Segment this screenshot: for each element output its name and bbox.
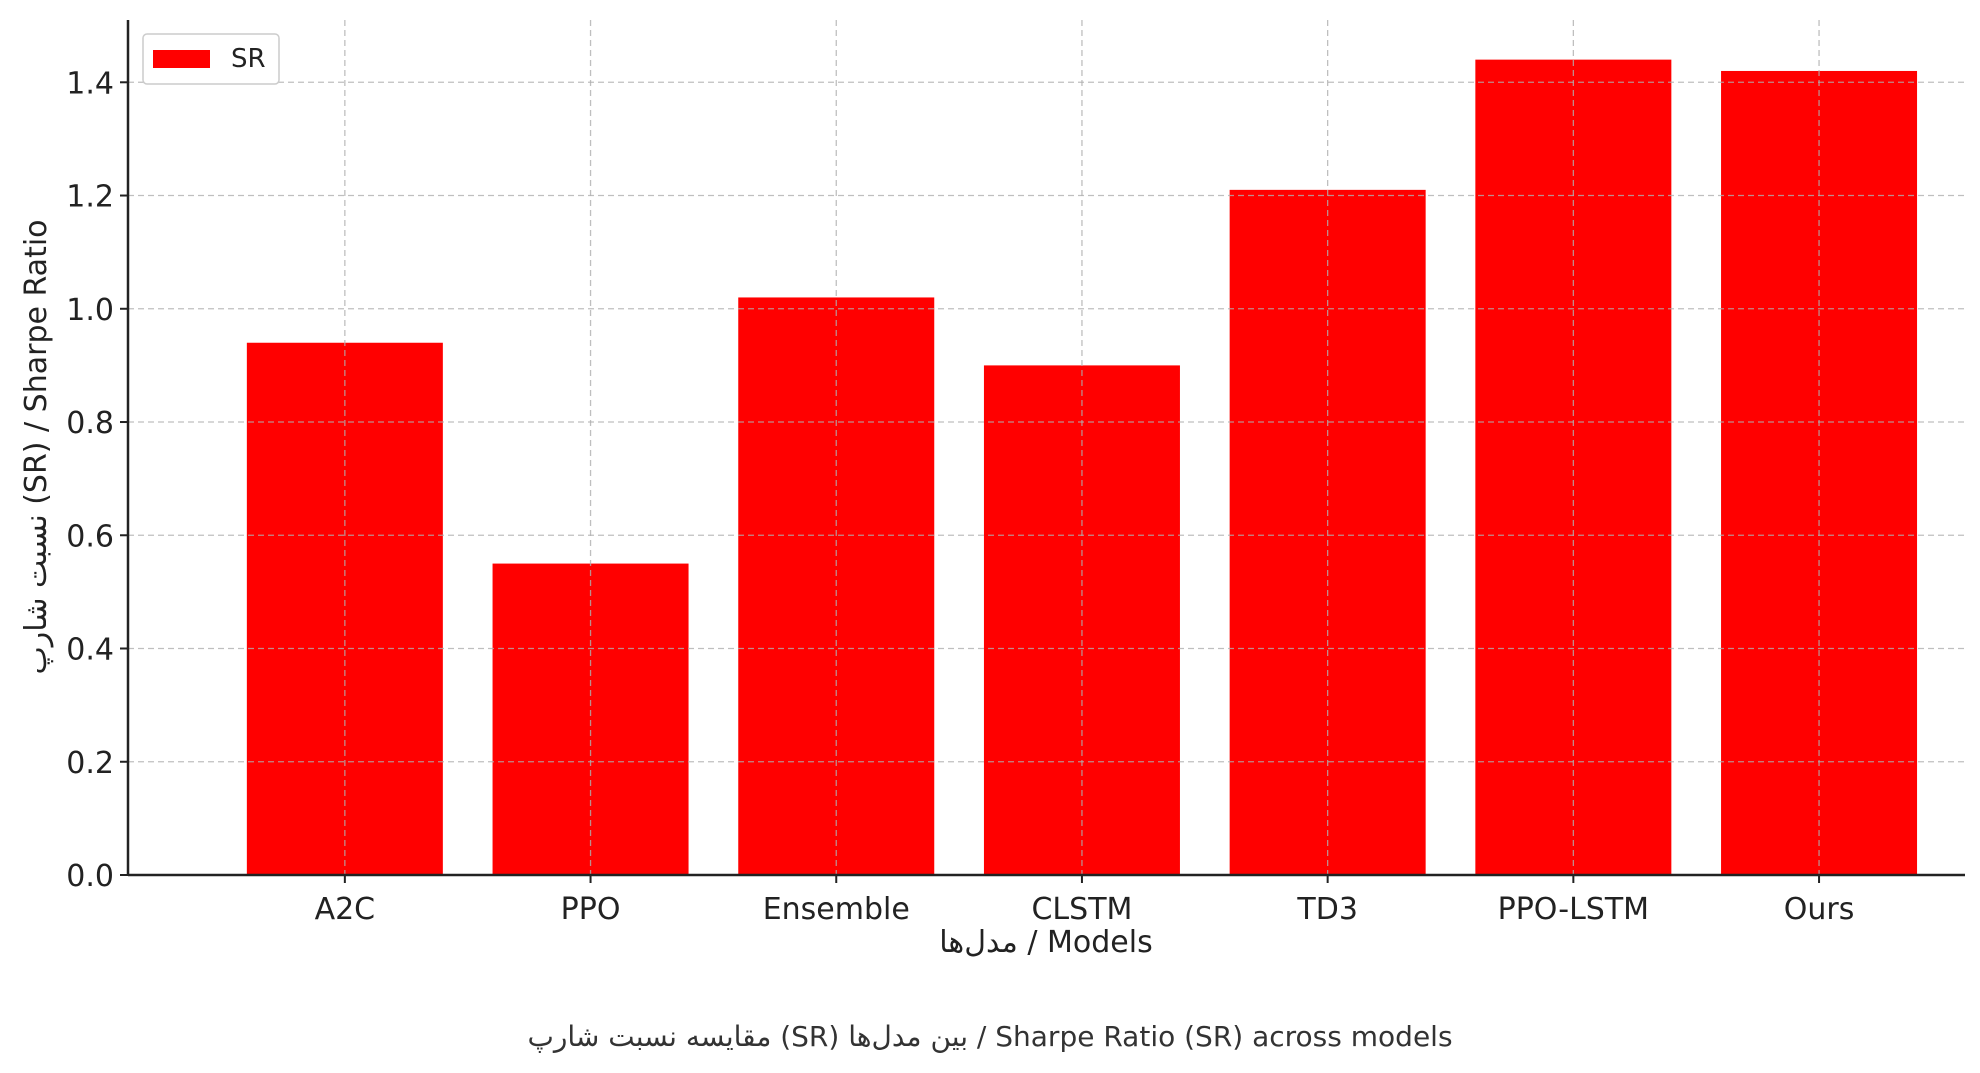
legend-swatch-sr xyxy=(153,50,210,68)
y-tick-label: 0.6 xyxy=(66,519,114,554)
x-axis-title: مدل‌ها / Models xyxy=(939,925,1152,960)
y-tick-label: 0.2 xyxy=(66,746,114,781)
x-tick-label-ppo-lstm: PPO-LSTM xyxy=(1498,892,1649,927)
x-tick-label-ours: Ours xyxy=(1784,892,1855,927)
y-axis-title: نسبت شارپ (SR) / Sharpe Ratio xyxy=(19,219,54,674)
legend-label-sr: SR xyxy=(231,44,266,74)
legend: SR xyxy=(142,33,280,85)
x-tick-label-td3: TD3 xyxy=(1296,892,1358,927)
x-tick-label-a2c: A2C xyxy=(315,892,376,927)
chart-caption: مقایسه نسبت شارپ (SR) بین مدل‌ها / Sharp… xyxy=(527,1020,1452,1053)
x-tick-label-ppo: PPO xyxy=(561,892,621,927)
y-tick-label: 1.2 xyxy=(66,180,114,215)
y-ticks: 0.0 0.2 0.4 0.6 0.8 1.0 1.2 1.4 xyxy=(66,66,128,894)
y-tick-label: 1.0 xyxy=(66,293,114,328)
y-tick-label: 0.0 xyxy=(66,859,114,894)
grid-lines xyxy=(128,20,1965,875)
axes xyxy=(126,20,1965,877)
y-tick-label: 0.4 xyxy=(66,633,114,668)
y-tick-label: 0.8 xyxy=(66,406,114,441)
x-tick-label-clstm: CLSTM xyxy=(1031,892,1132,927)
y-tick-label: 1.4 xyxy=(66,66,114,101)
x-tick-label-ensemble: Ensemble xyxy=(763,892,910,927)
legend-box xyxy=(142,33,280,85)
x-ticks: A2C PPO Ensemble CLSTM TD3 PPO-LSTM Ours xyxy=(315,875,1855,927)
